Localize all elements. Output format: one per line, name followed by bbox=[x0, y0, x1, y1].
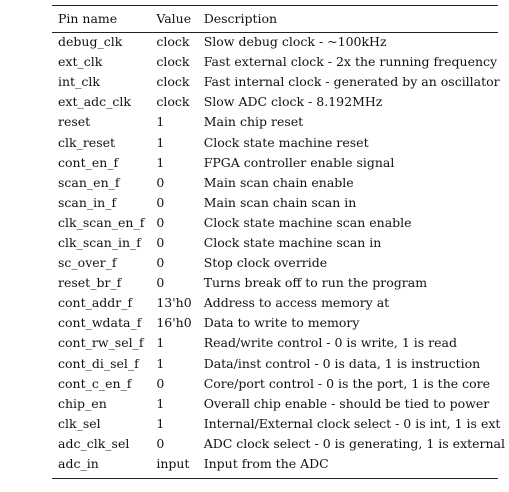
pin-description-cell: Internal/External clock select - 0 is in… bbox=[203, 415, 501, 431]
pin-name-cell: reset_br_f bbox=[58, 275, 122, 291]
table-row: chip_en 1 Overall chip enable - should be … bbox=[52, 394, 509, 414]
pin-description-cell: Slow debug clock - ~100kHz bbox=[203, 34, 387, 50]
table-row: cont_addr_f 13'h0 Address to access memory… bbox=[52, 293, 509, 313]
pin-name-cell: clk_reset bbox=[58, 134, 116, 150]
pin-name-cell: clk_scan_in_f bbox=[58, 234, 141, 250]
pin-name-cell: chip_en bbox=[58, 395, 107, 411]
pin-description-cell: Overall chip enable - should be tied to … bbox=[203, 395, 490, 411]
pin-value-cell: 0 bbox=[156, 275, 165, 291]
pin-value-cell: 1 bbox=[156, 395, 165, 411]
pin-value-cell: clock bbox=[156, 94, 190, 110]
table-row: ext_adc_clk clock Slow ADC clock - 8.192MH… bbox=[52, 92, 509, 112]
pin-name-cell: cont_di_sel_f bbox=[58, 355, 139, 371]
table-row: clk_scan_in_f 0 Clock state machine scan i… bbox=[52, 233, 509, 253]
pin-value-cell: 1 bbox=[156, 415, 165, 431]
pin-name-cell: cont_c_en_f bbox=[58, 375, 132, 391]
table-row: cont_en_f 1 FPGA controller enable signal bbox=[52, 153, 509, 173]
pin-description-cell: Data/inst control - 0 is data, 1 is inst… bbox=[203, 355, 481, 371]
pin-description-cell: FPGA controller enable signal bbox=[203, 154, 395, 170]
table-row: adc_in input Input from the ADC bbox=[52, 454, 509, 474]
pin-description-cell: Clock state machine scan in bbox=[203, 234, 382, 250]
pin-description-cell: Fast external clock - 2x the running fre… bbox=[203, 54, 498, 70]
pin-description-cell: Main scan chain scan in bbox=[203, 194, 357, 210]
table-row: clk_sel 1 Internal/External clock select -… bbox=[52, 414, 509, 434]
table-header-rule bbox=[52, 32, 498, 33]
pin-name-cell: adc_in bbox=[58, 456, 99, 472]
pin-value-cell: 1 bbox=[156, 134, 165, 150]
table-row: reset 1 Main chip reset bbox=[52, 112, 509, 132]
pin-name-cell: scan_in_f bbox=[58, 194, 117, 210]
table-row: cont_rw_sel_f 1 Read/write control - 0 is … bbox=[52, 333, 509, 353]
pin-name-cell: int_clk bbox=[58, 74, 100, 90]
pin-description-cell: Read/write control - 0 is write, 1 is re… bbox=[203, 335, 457, 351]
table-row: ext_clk clock Fast external clock - 2x the… bbox=[52, 52, 509, 72]
pin-description-cell: Fast internal clock - generated by an os… bbox=[203, 74, 500, 90]
table-row: sc_over_f 0 Stop clock override bbox=[52, 253, 509, 273]
table-row: debug_clk clock Slow debug clock - ~100kHz bbox=[52, 32, 509, 52]
pin-name-cell: debug_clk bbox=[58, 34, 123, 50]
table-top-rule bbox=[52, 5, 498, 6]
pin-value-cell: 0 bbox=[156, 234, 165, 250]
pin-description-cell: Address to access memory at bbox=[203, 295, 390, 311]
pin-description-cell: Stop clock override bbox=[203, 255, 328, 271]
pin-value-cell: clock bbox=[156, 54, 190, 70]
pin-name-cell: clk_sel bbox=[58, 415, 101, 431]
table-row: clk_scan_en_f 0 Clock state machine scan e… bbox=[52, 213, 509, 233]
header-description: Description bbox=[203, 11, 278, 26]
table-row: cont_c_en_f 0 Core/port control - 0 is the… bbox=[52, 374, 509, 394]
pin-value-cell: 1 bbox=[156, 355, 165, 371]
table-row: scan_en_f 0 Main scan chain enable bbox=[52, 173, 509, 193]
pin-name-cell: cont_rw_sel_f bbox=[58, 335, 144, 351]
pin-description-cell: Turns break off to run the program bbox=[203, 275, 428, 291]
pin-description-cell: Main scan chain enable bbox=[203, 174, 354, 190]
pin-name-cell: clk_scan_en_f bbox=[58, 214, 145, 230]
pin-name-cell: adc_clk_sel bbox=[58, 435, 130, 451]
pin-value-cell: 0 bbox=[156, 194, 165, 210]
table-row: int_clk clock Fast internal clock - genera… bbox=[52, 72, 509, 92]
pin-name-cell: reset bbox=[58, 114, 91, 130]
pin-name-cell: cont_addr_f bbox=[58, 295, 133, 311]
table-bottom-rule bbox=[52, 478, 498, 479]
pin-description-cell: Slow ADC clock - 8.192MHz bbox=[203, 94, 383, 110]
pin-value-cell: clock bbox=[156, 34, 190, 50]
pin-name-cell: cont_en_f bbox=[58, 154, 119, 170]
table-row: clk_reset 1 Clock state machine reset bbox=[52, 132, 509, 152]
header-pin-name: Pin name bbox=[58, 11, 118, 26]
pin-value-cell: input bbox=[156, 456, 190, 472]
table-header-row: Pin name Value Description bbox=[52, 4, 509, 32]
pin-value-cell: 0 bbox=[156, 255, 165, 271]
table-row: reset_br_f 0 Turns break off to run the pr… bbox=[52, 273, 509, 293]
pin-value-cell: 0 bbox=[156, 214, 165, 230]
pin-description-cell: ADC clock select - 0 is generating, 1 is… bbox=[203, 435, 506, 451]
table-row: scan_in_f 0 Main scan chain scan in bbox=[52, 193, 509, 213]
pin-value-cell: 13'h0 bbox=[156, 295, 192, 311]
pin-value-cell: clock bbox=[156, 74, 190, 90]
pin-name-cell: ext_adc_clk bbox=[58, 94, 131, 110]
pin-value-cell: 1 bbox=[156, 114, 165, 130]
table-row: cont_di_sel_f 1 Data/inst control - 0 is d… bbox=[52, 354, 509, 374]
pin-description-cell: Clock state machine scan enable bbox=[203, 214, 412, 230]
pin-name-cell: ext_clk bbox=[58, 54, 103, 70]
pin-description-cell: Core/port control - 0 is the port, 1 is … bbox=[203, 375, 491, 391]
pin-value-cell: 0 bbox=[156, 174, 165, 190]
pin-value-cell: 0 bbox=[156, 375, 165, 391]
pin-value-cell: 16'h0 bbox=[156, 315, 192, 331]
pin-description-cell: Input from the ADC bbox=[203, 456, 329, 472]
pin-description-cell: Clock state machine reset bbox=[203, 134, 369, 150]
pin-name-cell: sc_over_f bbox=[58, 255, 117, 271]
pin-description-cell: Main chip reset bbox=[203, 114, 304, 130]
pin-value-cell: 0 bbox=[156, 435, 165, 451]
table-row: adc_clk_sel 0 ADC clock select - 0 is gene… bbox=[52, 434, 509, 454]
header-value: Value bbox=[156, 11, 192, 26]
table-row: cont_wdata_f 16'h0 Data to write to memory bbox=[52, 313, 509, 333]
pin-value-cell: 1 bbox=[156, 154, 165, 170]
pin-name-cell: cont_wdata_f bbox=[58, 315, 142, 331]
pin-name-cell: scan_en_f bbox=[58, 174, 120, 190]
pin-value-cell: 1 bbox=[156, 335, 165, 351]
table-body: debug_clk clock Slow debug clock - ~100kHz… bbox=[52, 32, 509, 474]
pin-description-cell: Data to write to memory bbox=[203, 315, 360, 331]
